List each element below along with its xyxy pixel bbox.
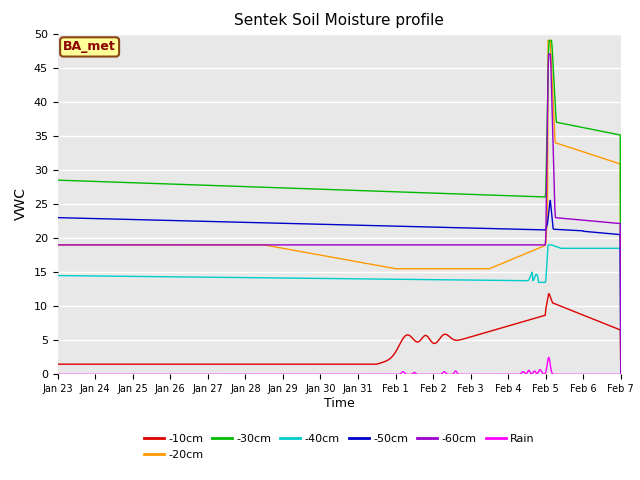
X-axis label: Time: Time <box>324 397 355 410</box>
Legend: -10cm, -20cm, -30cm, -40cm, -50cm, -60cm, Rain: -10cm, -20cm, -30cm, -40cm, -50cm, -60cm… <box>140 430 539 464</box>
Text: BA_met: BA_met <box>63 40 116 53</box>
Y-axis label: VWC: VWC <box>14 188 28 220</box>
Title: Sentek Soil Moisture profile: Sentek Soil Moisture profile <box>234 13 444 28</box>
